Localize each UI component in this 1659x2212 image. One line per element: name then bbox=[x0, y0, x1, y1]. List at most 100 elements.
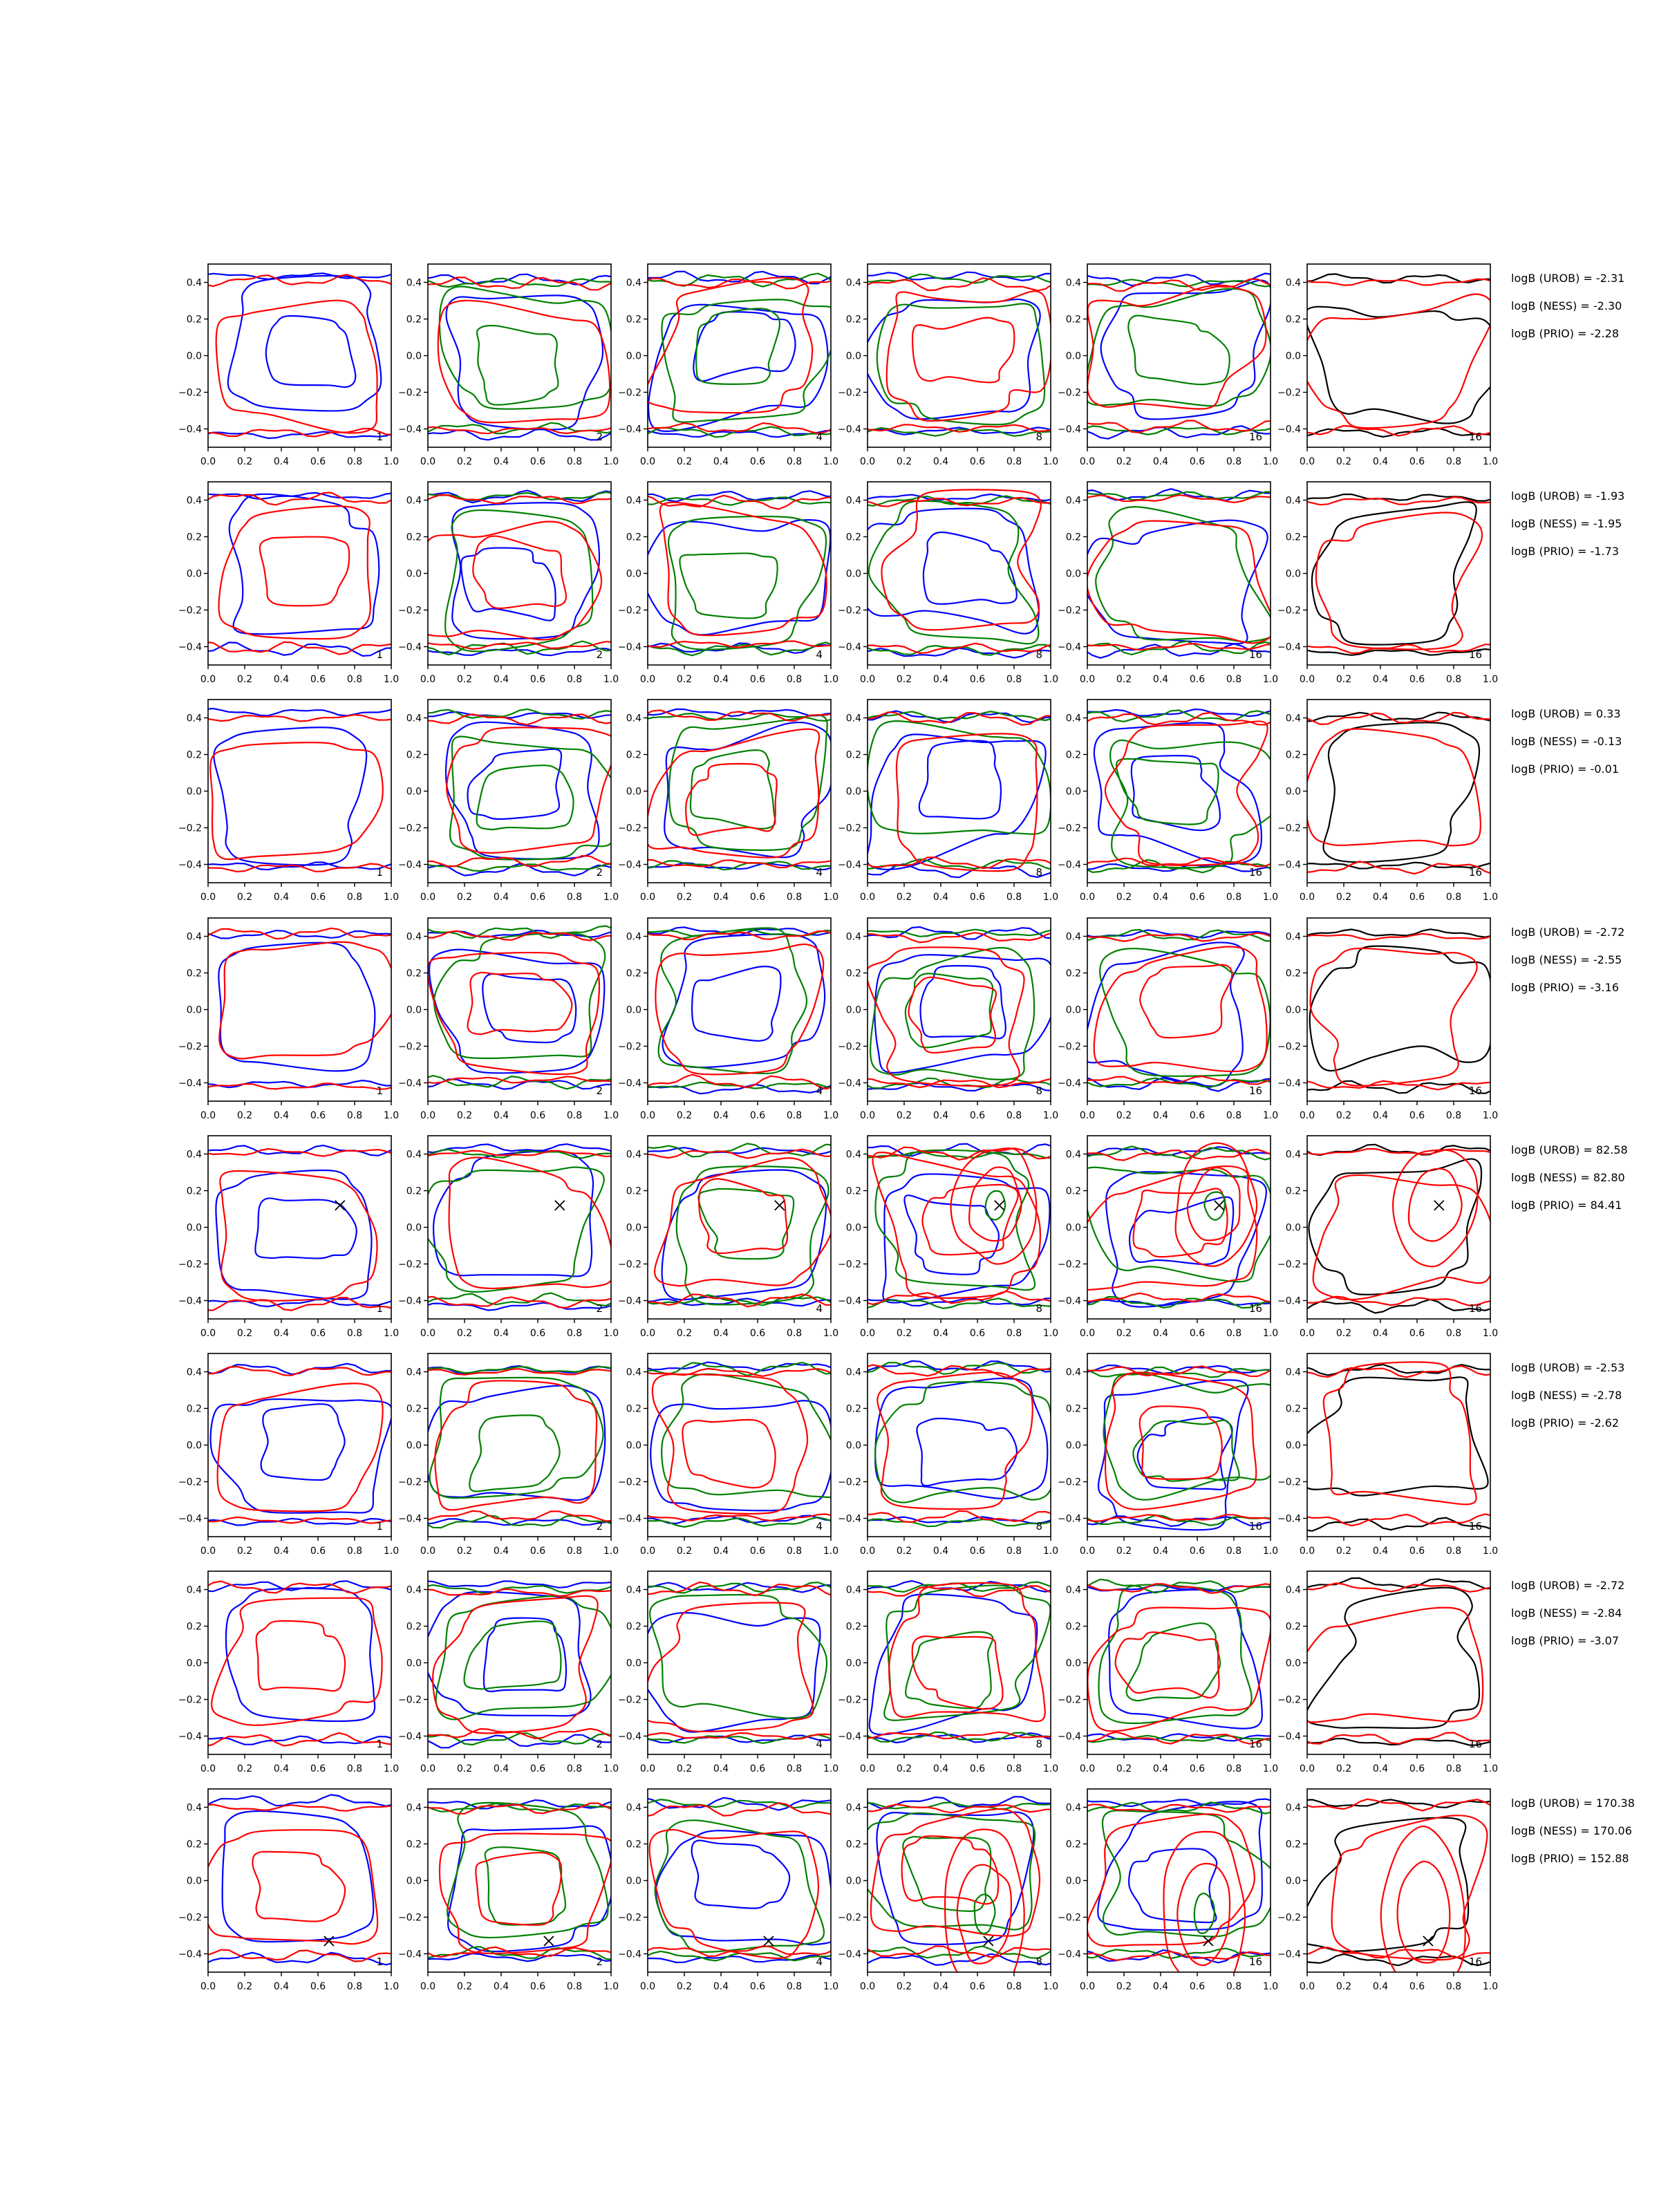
contour-line bbox=[1136, 1416, 1233, 1490]
y-tick-label: 0.0 bbox=[626, 1005, 641, 1016]
contour-line bbox=[208, 1732, 391, 1747]
y-tick-label: 0.4 bbox=[187, 1367, 202, 1378]
contour-line bbox=[1087, 1145, 1271, 1161]
y-tick-label: −0.2 bbox=[618, 606, 641, 617]
x-tick-label: 0.8 bbox=[567, 1981, 582, 1992]
x-tick-label: 1.0 bbox=[1263, 674, 1278, 685]
x-tick-label: 0.2 bbox=[1336, 456, 1351, 467]
x-tick-label: 1.0 bbox=[1483, 674, 1498, 685]
x-tick-label: 0.2 bbox=[457, 674, 472, 685]
panel-level-label: 4 bbox=[816, 431, 823, 443]
contour-line bbox=[260, 1403, 346, 1481]
x-tick-label: 0.6 bbox=[530, 1328, 545, 1339]
x-tick-label: 0.8 bbox=[347, 456, 362, 467]
y-tick-label: −0.2 bbox=[1058, 1042, 1081, 1053]
y-tick-label: −0.4 bbox=[838, 860, 861, 871]
contour-panel: −0.4 −0.2 0.0 0.2 0.4 0.0 0.2 0.4 0.6 0.8 1.0 8 bbox=[838, 699, 1058, 903]
y-tick-label: 0.0 bbox=[846, 787, 861, 798]
x-tick-label: 0.2 bbox=[897, 892, 912, 903]
x-tick-label: 0.6 bbox=[750, 1546, 765, 1557]
y-tick-label: −0.2 bbox=[398, 1042, 422, 1053]
contour-panel: −0.4 −0.2 0.0 0.2 0.4 0.0 0.2 0.4 0.6 0.8 1.0 16 bbox=[1277, 481, 1498, 685]
contour-line bbox=[208, 1516, 391, 1524]
contour-panel: −0.4 −0.2 0.0 0.2 0.4 0.0 0.2 0.4 0.6 0.8 1.0 2 bbox=[398, 699, 619, 903]
x-tick-label: 1.0 bbox=[1483, 1546, 1498, 1557]
contour-line bbox=[208, 1079, 391, 1089]
contour-line bbox=[651, 1373, 809, 1515]
contour-panel: −0.4 −0.2 0.0 0.2 0.4 0.0 0.2 0.4 0.6 0.8 1.0 4 bbox=[618, 263, 838, 467]
panel-level-label: 8 bbox=[1035, 1302, 1042, 1315]
y-tick-label: −0.2 bbox=[618, 1695, 641, 1706]
y-tick-label: 0.2 bbox=[406, 750, 422, 761]
panel-row: −0.4−0.20.00.20.40.0 0.2 0.4 0.6 0.8 1.01−0.4… bbox=[178, 917, 1498, 1121]
y-tick-label: −0.2 bbox=[838, 1042, 861, 1053]
y-tick-label: −0.2 bbox=[1277, 1042, 1301, 1053]
x-tick-label: 0.6 bbox=[1409, 1328, 1425, 1339]
contour-line bbox=[655, 943, 825, 1076]
contour-line bbox=[1087, 1148, 1271, 1161]
contour-line bbox=[208, 713, 391, 722]
y-tick-label: 0.0 bbox=[1286, 569, 1301, 580]
peak-contour bbox=[1177, 1862, 1231, 1967]
contour-line bbox=[1307, 928, 1490, 938]
contour-panel: −0.4 −0.2 0.0 0.2 0.4 0.0 0.2 0.4 0.6 0.8 1.0 16 bbox=[1058, 1571, 1278, 1774]
logB-annotation: logB (PRIO) = -2.62 bbox=[1511, 1416, 1619, 1430]
y-tick-label: 0.0 bbox=[626, 569, 641, 580]
x-tick-label: 0.2 bbox=[1336, 1981, 1351, 1992]
y-tick-label: −0.2 bbox=[1058, 1913, 1081, 1924]
contour-line bbox=[648, 1361, 831, 1372]
y-tick-label: 0.0 bbox=[1066, 1441, 1081, 1452]
panel-level-label: 8 bbox=[1035, 431, 1042, 443]
y-tick-label: 0.2 bbox=[1066, 750, 1081, 761]
y-tick-label: −0.2 bbox=[618, 823, 641, 834]
true-position-marker bbox=[1434, 1200, 1445, 1211]
contour-line bbox=[648, 277, 831, 290]
contour-line bbox=[872, 1152, 1041, 1299]
contour-lines bbox=[1307, 711, 1490, 875]
y-tick-label: −0.2 bbox=[618, 1477, 641, 1488]
axes-frame bbox=[427, 481, 612, 666]
x-tick-label: 0.4 bbox=[1153, 456, 1168, 467]
contour-panel: −0.4 −0.2 0.0 0.2 0.4 0.0 0.2 0.4 0.6 0.8 1.0 8 bbox=[838, 1788, 1058, 1992]
contour-line bbox=[868, 424, 1051, 433]
contour-line bbox=[648, 422, 831, 435]
x-tick-label: 0.2 bbox=[1336, 1110, 1351, 1121]
contour-line bbox=[1087, 1798, 1271, 1808]
contour-line bbox=[648, 1515, 831, 1525]
x-tick-label: 0.6 bbox=[310, 1328, 326, 1339]
y-tick-label: −0.2 bbox=[178, 1695, 202, 1706]
contour-line bbox=[868, 271, 1051, 282]
contour-line bbox=[215, 1169, 373, 1300]
x-tick-label: 0.2 bbox=[237, 1110, 252, 1121]
y-tick-label: −0.2 bbox=[1058, 1477, 1081, 1488]
contour-line bbox=[1087, 519, 1268, 645]
panel-level-label: 1 bbox=[376, 1738, 383, 1750]
x-tick-label: 0.4 bbox=[713, 456, 729, 467]
contour-line bbox=[484, 1846, 567, 1926]
true-position-marker bbox=[1203, 1936, 1214, 1947]
contour-line bbox=[689, 749, 776, 830]
x-tick-label: 0.8 bbox=[1226, 1763, 1241, 1774]
contour-line bbox=[1087, 1514, 1271, 1522]
x-tick-label: 0.6 bbox=[1409, 1110, 1425, 1121]
contour-line bbox=[648, 1074, 831, 1090]
y-tick-label: 0.2 bbox=[187, 1622, 202, 1633]
contour-line bbox=[428, 1368, 611, 1376]
y-tick-label: 0.4 bbox=[846, 932, 861, 943]
y-tick-label: −0.4 bbox=[178, 1296, 202, 1307]
y-tick-label: −0.2 bbox=[838, 823, 861, 834]
contour-line bbox=[428, 489, 611, 504]
x-tick-label: 0.6 bbox=[530, 1763, 545, 1774]
y-tick-label: 0.2 bbox=[406, 532, 422, 543]
y-tick-label: −0.4 bbox=[1277, 642, 1301, 653]
contour-panel: −0.4 −0.2 0.0 0.2 0.4 0.0 0.2 0.4 0.6 0.8 1.0 16 bbox=[1058, 481, 1278, 685]
contour-panel: −0.4 −0.2 0.0 0.2 0.4 0.0 0.2 0.4 0.6 0.8 1.0 16 bbox=[1277, 1571, 1498, 1774]
contour-line bbox=[208, 1949, 391, 1962]
y-tick-label: −0.4 bbox=[618, 1078, 641, 1089]
peak-contour bbox=[1203, 1191, 1226, 1221]
contour-line bbox=[1307, 1365, 1490, 1378]
panel-level-label: 1 bbox=[376, 648, 383, 661]
panel-level-label: 16 bbox=[1249, 1302, 1262, 1315]
contour-line bbox=[208, 274, 391, 288]
contour-line bbox=[428, 276, 611, 291]
